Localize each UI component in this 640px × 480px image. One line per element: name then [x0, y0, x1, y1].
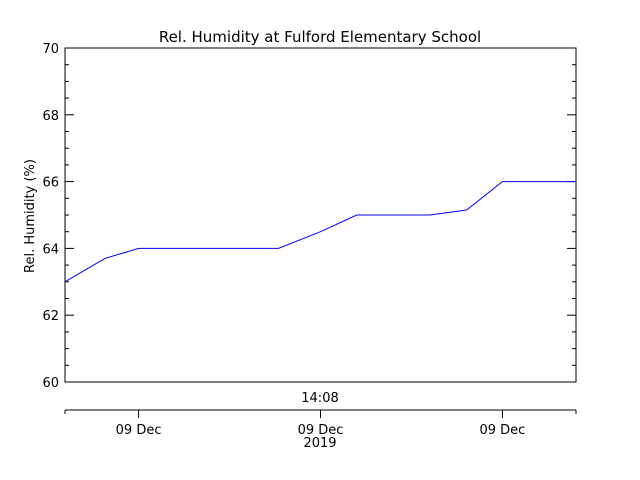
- y-tick-label: 62: [42, 309, 59, 324]
- x-tick-label: 09 Dec: [116, 423, 162, 438]
- tick-marks: [64, 47, 577, 418]
- chart-title: Rel. Humidity at Fulford Elementary Scho…: [159, 28, 481, 46]
- x-tick-label: 09 Dec: [298, 423, 344, 438]
- series-group: [64, 181, 576, 283]
- y-tick-label: 70: [42, 42, 59, 57]
- y-tick-label: 68: [42, 109, 59, 124]
- plot-axes: [64, 47, 577, 411]
- plot-frame: [64, 47, 577, 383]
- y-tick-label: 60: [42, 376, 59, 391]
- top-time-label: 14:08: [301, 391, 338, 406]
- x-year-label: 2019: [303, 436, 336, 451]
- x-tick-label: 09 Dec: [479, 423, 525, 438]
- y-axis-label: Rel. Humidity (%): [23, 159, 38, 273]
- tick-labels: 60 62 64 66 68 70 09 Dec 09 Dec 09 Dec: [42, 42, 525, 438]
- y-tick-label: 64: [42, 242, 59, 257]
- humidity-series-line: [64, 181, 576, 283]
- y-tick-label: 66: [42, 176, 59, 191]
